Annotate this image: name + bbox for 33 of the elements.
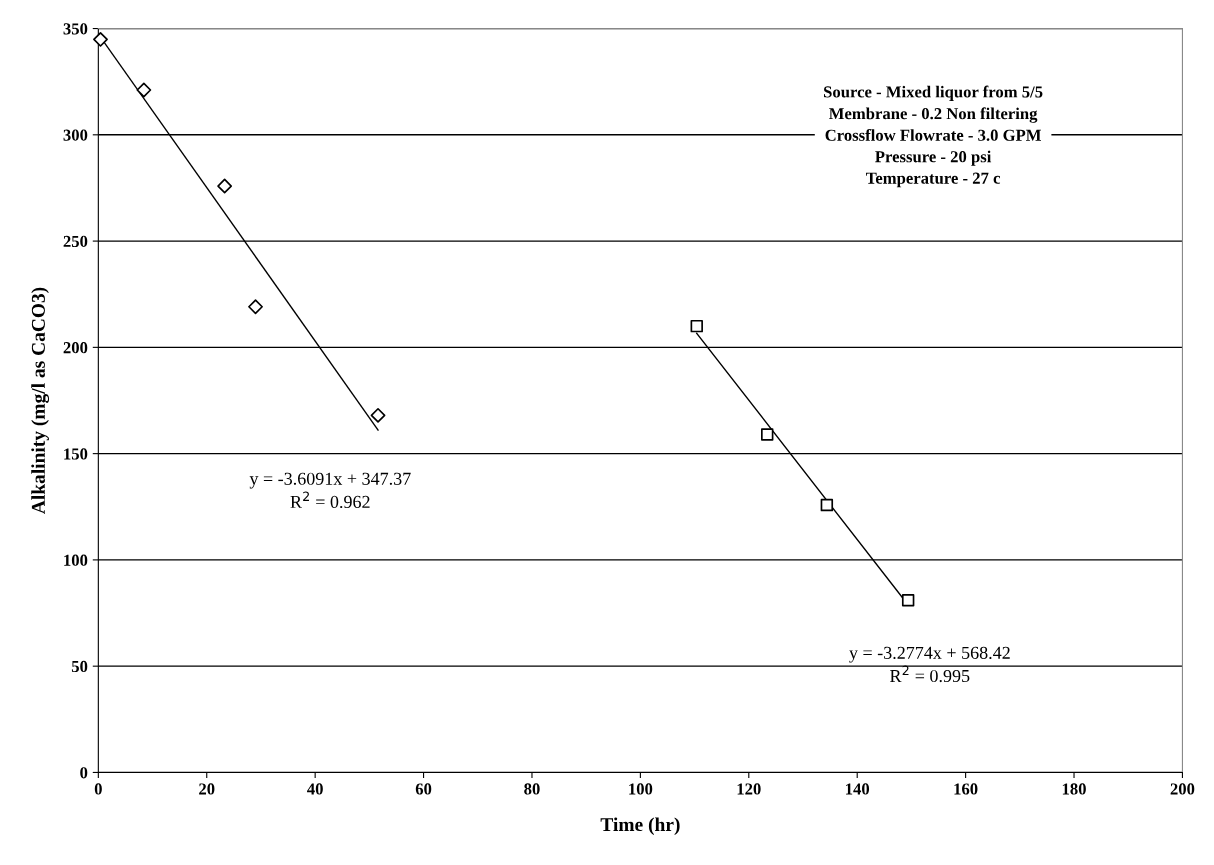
point xyxy=(761,428,774,441)
x-tick-label: 60 xyxy=(415,783,432,795)
x-tick-label: 180 xyxy=(1062,783,1086,795)
y-tick-label: 50 xyxy=(71,660,88,673)
x-tick-label: 20 xyxy=(199,783,215,795)
x-axis-title: Time (hr) xyxy=(600,817,680,836)
x-tick-label: 0 xyxy=(94,783,102,795)
annotation: Source - Mixed liquor from 5/5 Membrane - 0.2 Non filtering Crossflow Flowrate - 3.0 GPM Pressure - 20 psi Temperature - 27 c xyxy=(824,85,1043,188)
point xyxy=(93,31,108,47)
point xyxy=(136,82,152,98)
point xyxy=(217,178,233,194)
y-tick-label: 150 xyxy=(64,448,88,460)
point xyxy=(370,407,386,423)
y-tick-label: 0 xyxy=(80,767,88,779)
point xyxy=(248,299,263,315)
x-tick-label: 140 xyxy=(846,783,870,795)
x-tick-label: 200 xyxy=(1170,783,1195,795)
point xyxy=(820,498,834,512)
point xyxy=(901,594,915,607)
point xyxy=(690,319,703,333)
y-axis-title: Alkalinity (mg/l as CaCO3) xyxy=(31,287,50,514)
annotation: y = -3.6091x + 347.37 R$^{2}$ = 0.962 xyxy=(249,472,411,509)
y-tick-label: 200 xyxy=(63,342,88,354)
y-tick-label: 300 xyxy=(63,129,88,141)
y-tick-label: 250 xyxy=(63,235,88,248)
x-tick-label: 100 xyxy=(629,783,653,795)
annotation: y = -3.2774x + 568.42 R$^{2}$ = 0.995 xyxy=(849,646,1010,683)
x-tick-label: 160 xyxy=(954,783,978,795)
y-tick-label: 350 xyxy=(63,23,88,35)
x-tick-label: 120 xyxy=(737,783,761,795)
y-tick-label: 100 xyxy=(64,554,88,566)
x-tick-label: 80 xyxy=(524,783,540,795)
x-tick-label: 40 xyxy=(307,783,323,795)
